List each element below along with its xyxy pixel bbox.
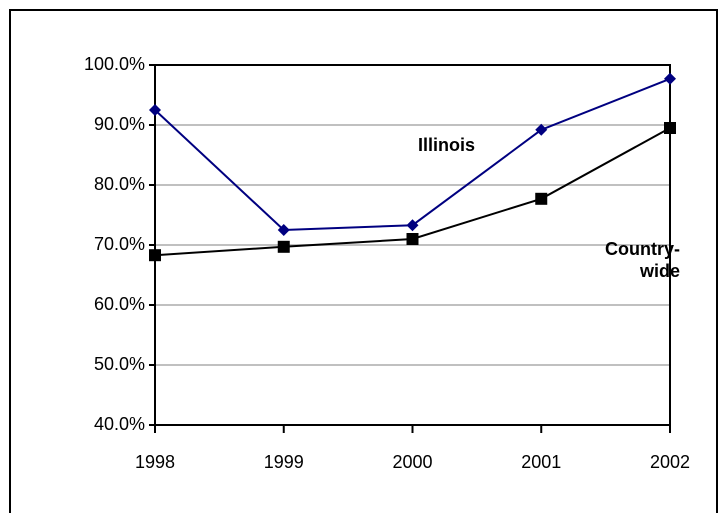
marker xyxy=(406,233,419,245)
y-tick-label: 60.0% xyxy=(94,294,145,314)
y-tick-label: 100.0% xyxy=(84,54,145,74)
marker xyxy=(149,104,161,116)
x-tick-label: 2001 xyxy=(521,452,561,472)
series-label: Country-wide xyxy=(605,239,680,281)
marker xyxy=(535,123,548,136)
marker xyxy=(406,219,419,232)
marker xyxy=(664,72,676,85)
chart-frame xyxy=(9,9,718,513)
marker xyxy=(277,240,290,253)
y-tick-label: 90.0% xyxy=(94,114,145,134)
marker xyxy=(664,122,676,134)
x-tick-label: 1999 xyxy=(264,452,304,472)
y-tick-label: 50.0% xyxy=(94,354,145,374)
y-tick-label: 80.0% xyxy=(94,174,145,194)
series-line xyxy=(154,77,671,232)
x-tick-label: 2000 xyxy=(392,452,432,472)
y-tick-label: 40.0% xyxy=(94,414,145,434)
x-tick-label: 2002 xyxy=(650,452,690,472)
x-tick-label: 1998 xyxy=(135,452,175,472)
marker xyxy=(149,249,161,262)
series-label: Illinois xyxy=(418,135,476,155)
marker xyxy=(535,192,548,205)
y-tick-label: 70.0% xyxy=(94,234,145,254)
marker xyxy=(277,224,290,236)
